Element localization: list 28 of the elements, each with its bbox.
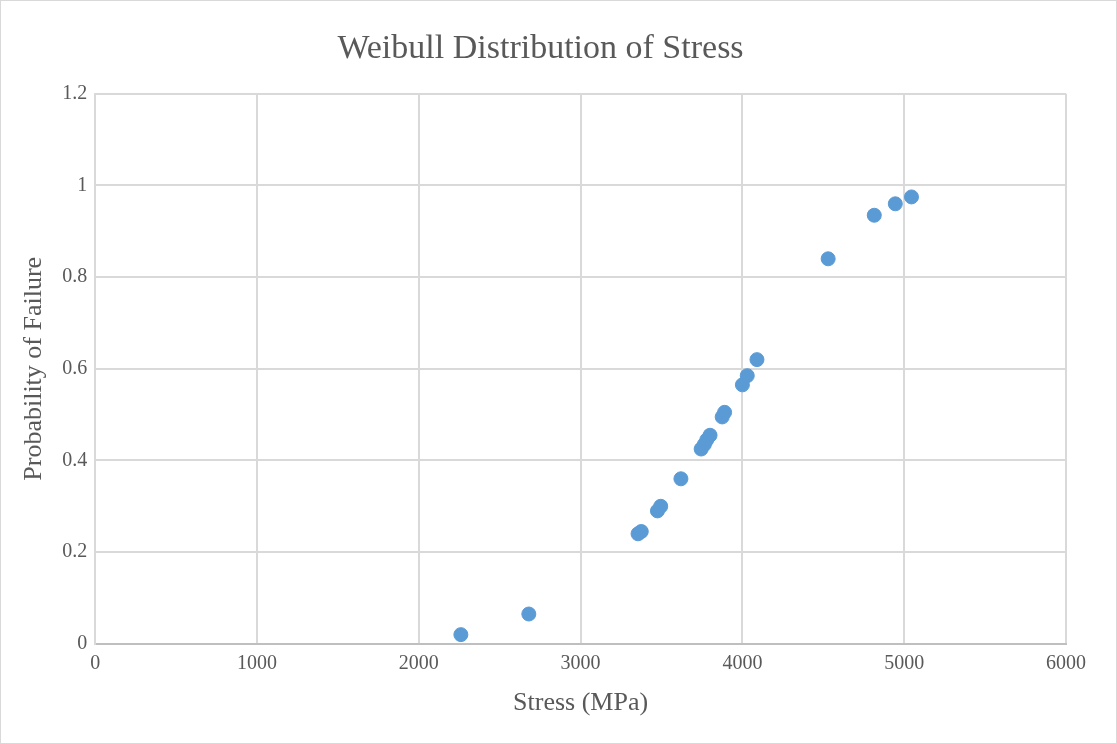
x-tick-label: 1000 (237, 651, 277, 674)
y-tick-label: 0.8 (62, 264, 88, 287)
x-tick-label: 5000 (884, 651, 925, 674)
y-tick-label: 0.2 (62, 539, 88, 562)
point (820, 251, 836, 267)
y-tick-label: 0.4 (62, 447, 88, 470)
y-tick-label: 1 (77, 172, 88, 195)
y-tick-label: 0 (77, 631, 88, 654)
x-axis-title: Stress (MPa) (513, 687, 649, 717)
point (673, 471, 689, 487)
point (739, 368, 755, 384)
point (521, 606, 537, 622)
x-tick-label: 2000 (398, 651, 439, 674)
x-tick-label: 3000 (560, 651, 601, 674)
y-tick-label: 0.6 (62, 356, 88, 379)
chart-title: Weibull Distribution of Stress (337, 28, 744, 66)
y-tick-label: 1.2 (62, 81, 88, 104)
point (702, 427, 718, 443)
point (903, 189, 919, 205)
y-axis-title: Probability of Failure (18, 256, 48, 481)
point (749, 352, 765, 368)
x-tick-label: 6000 (1046, 651, 1086, 674)
point (653, 498, 669, 514)
point (453, 627, 469, 643)
x-tick-label: 4000 (722, 651, 763, 674)
point (887, 196, 903, 212)
point (717, 404, 733, 420)
point (866, 207, 882, 223)
